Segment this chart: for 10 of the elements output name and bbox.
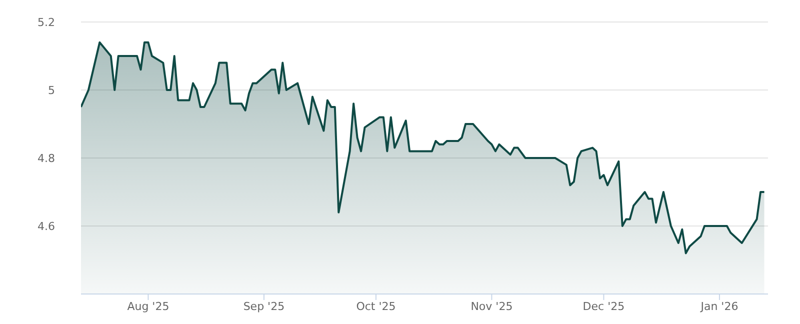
y-tick-label: 5 (48, 84, 55, 97)
x-tick-label: Dec '25 (582, 300, 625, 313)
x-tick-label: Aug '25 (127, 300, 170, 313)
x-tick-label: Oct '25 (356, 300, 396, 313)
y-tick-label: 4.6 (38, 220, 55, 233)
y-tick-label: 5.2 (38, 16, 55, 29)
y-tick-label: 4.8 (38, 152, 55, 165)
x-tick-label: Nov '25 (470, 300, 513, 313)
x-tick-label: Jan '26 (700, 300, 738, 313)
x-tick-label: Sep '25 (243, 300, 285, 313)
